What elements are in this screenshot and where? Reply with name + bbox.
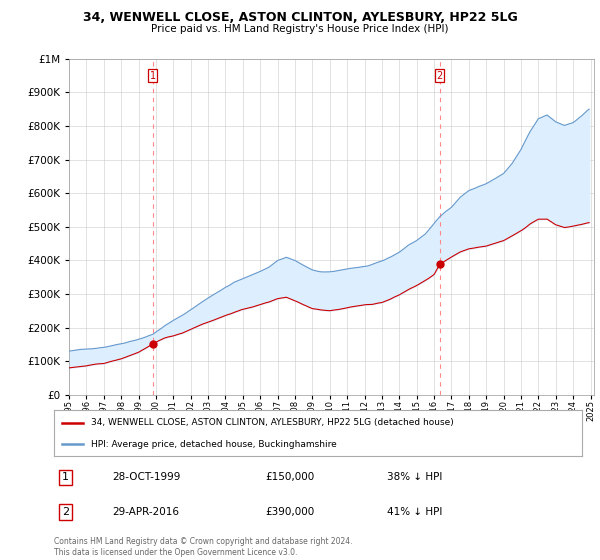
Text: 2: 2	[437, 71, 443, 81]
Text: 38% ↓ HPI: 38% ↓ HPI	[386, 473, 442, 482]
Text: HPI: Average price, detached house, Buckinghamshire: HPI: Average price, detached house, Buck…	[91, 440, 337, 449]
Text: £150,000: £150,000	[265, 473, 314, 482]
Text: 28-OCT-1999: 28-OCT-1999	[112, 473, 181, 482]
Text: 29-APR-2016: 29-APR-2016	[112, 507, 179, 517]
Text: 34, WENWELL CLOSE, ASTON CLINTON, AYLESBURY, HP22 5LG (detached house): 34, WENWELL CLOSE, ASTON CLINTON, AYLESB…	[91, 418, 454, 427]
Text: 1: 1	[150, 71, 156, 81]
Text: 2: 2	[62, 507, 69, 517]
Text: Contains HM Land Registry data © Crown copyright and database right 2024.
This d: Contains HM Land Registry data © Crown c…	[54, 537, 353, 557]
Text: 34, WENWELL CLOSE, ASTON CLINTON, AYLESBURY, HP22 5LG: 34, WENWELL CLOSE, ASTON CLINTON, AYLESB…	[83, 11, 517, 24]
Text: 41% ↓ HPI: 41% ↓ HPI	[386, 507, 442, 517]
Text: Price paid vs. HM Land Registry's House Price Index (HPI): Price paid vs. HM Land Registry's House …	[151, 24, 449, 34]
Text: 1: 1	[62, 473, 69, 482]
Text: £390,000: £390,000	[265, 507, 314, 517]
